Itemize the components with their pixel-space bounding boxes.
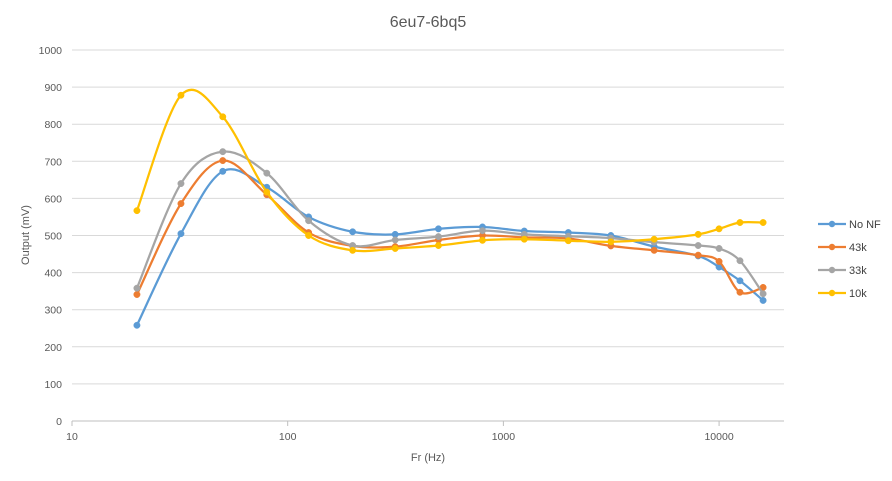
legend-item-33k: 33k bbox=[818, 265, 867, 277]
data-point-33k bbox=[177, 180, 185, 188]
data-point-33k bbox=[694, 242, 702, 249]
legend-marker-43k bbox=[828, 243, 836, 251]
data-point-43k bbox=[219, 157, 227, 165]
series-line-10k bbox=[135, 88, 765, 253]
y-tick-label: 200 bbox=[44, 342, 62, 354]
data-point-33k bbox=[305, 217, 313, 225]
data-point-10k bbox=[391, 245, 399, 252]
data-point-10k bbox=[219, 113, 227, 121]
data-point-10k bbox=[607, 238, 615, 246]
series-10k bbox=[133, 88, 767, 254]
data-point-33k bbox=[759, 290, 767, 298]
data-point-10k bbox=[715, 225, 723, 233]
series-line-33k bbox=[135, 150, 765, 295]
data-point-no-nf bbox=[759, 296, 767, 304]
data-point-33k bbox=[479, 227, 486, 235]
chart-title: 6eu7-6bq5 bbox=[390, 14, 467, 31]
y-tick-label: 1000 bbox=[39, 45, 63, 57]
legend-marker-33k bbox=[828, 266, 836, 274]
legend-label-33k: 33k bbox=[849, 265, 867, 277]
data-point-no-nf bbox=[435, 225, 442, 233]
data-point-no-nf bbox=[219, 167, 227, 175]
data-point-43k bbox=[177, 200, 185, 208]
y-tick-label: 300 bbox=[44, 305, 62, 317]
data-point-10k bbox=[177, 91, 185, 99]
legend-label-10k: 10k bbox=[849, 288, 867, 300]
y-axis-label: Output (mV) bbox=[20, 205, 32, 265]
data-point-10k bbox=[349, 246, 357, 254]
x-axis-label: Fr (Hz) bbox=[411, 452, 445, 464]
legend-item-no-nf: No NF bbox=[818, 219, 881, 231]
data-point-43k bbox=[133, 291, 141, 298]
series-line-43k bbox=[135, 159, 765, 296]
data-point-43k bbox=[650, 246, 658, 254]
x-tick-label: 1000 bbox=[492, 431, 516, 443]
data-point-10k bbox=[759, 219, 767, 226]
y-tick-label: 0 bbox=[56, 416, 62, 428]
data-point-10k bbox=[305, 232, 313, 239]
data-point-10k bbox=[736, 219, 744, 226]
legend-marker-10k bbox=[828, 289, 836, 297]
y-tick-label: 500 bbox=[44, 231, 62, 243]
y-tick-label: 800 bbox=[44, 119, 62, 131]
series-no-nf bbox=[133, 167, 767, 329]
data-point-33k bbox=[219, 148, 227, 156]
y-tick-label: 600 bbox=[44, 193, 62, 205]
data-point-33k bbox=[435, 233, 442, 241]
legend-label-43k: 43k bbox=[849, 242, 867, 254]
data-point-10k bbox=[435, 242, 442, 249]
data-point-10k bbox=[263, 188, 271, 196]
y-tick-label: 400 bbox=[44, 268, 62, 280]
data-point-10k bbox=[520, 235, 528, 243]
data-point-10k bbox=[479, 236, 486, 244]
series-lines bbox=[133, 88, 767, 329]
legend-item-10k: 10k bbox=[818, 288, 867, 300]
data-point-33k bbox=[263, 169, 271, 177]
data-point-43k bbox=[736, 288, 744, 296]
legend-label-no-nf: No NF bbox=[849, 219, 881, 231]
y-tick-label: 900 bbox=[44, 82, 62, 94]
data-point-10k bbox=[564, 237, 572, 245]
data-point-10k bbox=[133, 207, 141, 215]
data-point-no-nf bbox=[133, 321, 141, 329]
legend: No NF 43k 33k 10k bbox=[818, 219, 881, 300]
data-point-10k bbox=[694, 230, 702, 238]
data-point-no-nf bbox=[177, 230, 185, 238]
data-point-10k bbox=[650, 235, 658, 243]
series-33k bbox=[133, 148, 767, 298]
y-tick-label: 700 bbox=[44, 156, 62, 168]
axes: 0 100 200 300 400 500 600 700 800 900 1000 10 100 100… bbox=[39, 45, 784, 443]
data-point-43k bbox=[694, 251, 702, 259]
x-tick-label: 10000 bbox=[704, 431, 733, 443]
data-point-43k bbox=[715, 258, 723, 265]
data-point-33k bbox=[736, 257, 744, 265]
x-tick-label: 10 bbox=[66, 431, 78, 443]
legend-marker-no-nf bbox=[828, 220, 836, 228]
data-point-no-nf bbox=[736, 277, 744, 285]
y-tick-label: 100 bbox=[44, 379, 62, 391]
gridlines bbox=[72, 49, 784, 385]
series-line-no-nf bbox=[135, 168, 765, 327]
x-tick-label: 100 bbox=[279, 431, 297, 443]
legend-item-43k: 43k bbox=[818, 242, 867, 254]
data-point-33k bbox=[715, 245, 723, 252]
data-point-33k bbox=[133, 284, 141, 292]
data-point-no-nf bbox=[349, 228, 357, 236]
data-point-33k bbox=[391, 236, 399, 244]
